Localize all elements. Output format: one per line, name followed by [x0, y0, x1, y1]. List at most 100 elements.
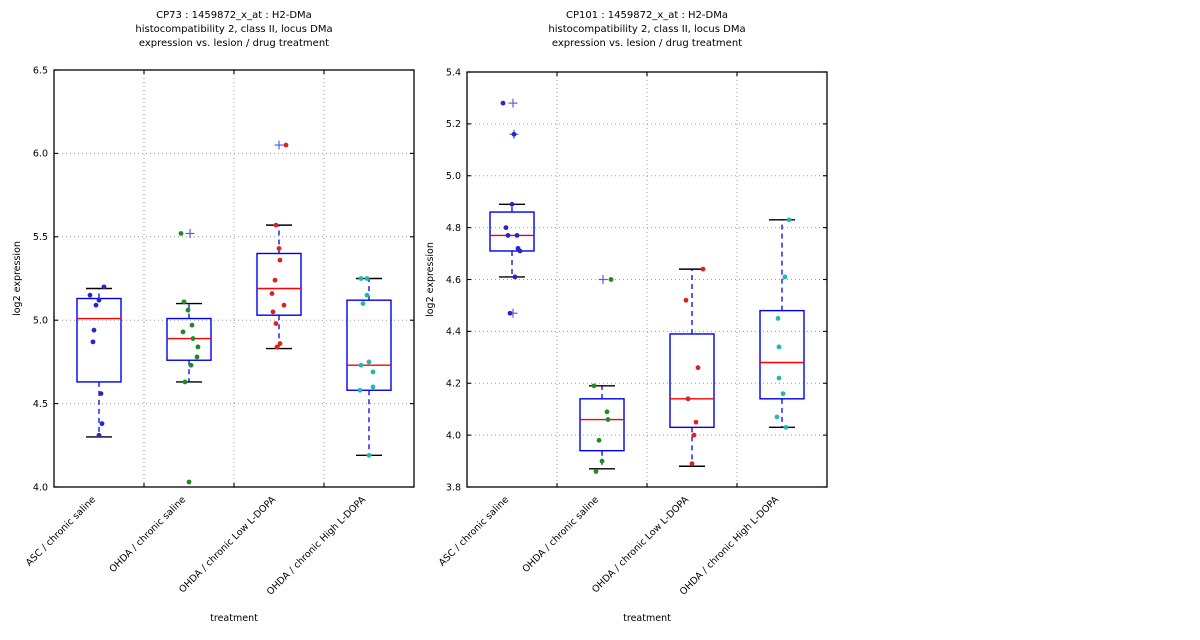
x-tick-label: OHDA / chronic saline — [520, 494, 601, 575]
box-group — [76, 284, 122, 438]
x-tick-label: OHDA / chronic saline — [107, 494, 188, 575]
y-axis-label: log2 expression — [12, 241, 23, 316]
data-point — [608, 277, 614, 282]
data-point — [274, 344, 280, 350]
data-point — [273, 222, 279, 228]
iqr-box — [166, 317, 212, 361]
data-point — [500, 100, 506, 106]
chart-title-line: expression vs. lesion / drug treatment — [139, 38, 329, 49]
data-point — [277, 341, 283, 346]
data-point — [366, 359, 372, 365]
data-point — [370, 384, 376, 390]
y-tick-label: 4.0 — [33, 482, 48, 493]
data-point — [185, 307, 191, 313]
data-point — [689, 461, 695, 467]
data-point — [182, 379, 188, 385]
x-axis-label: treatment — [623, 613, 671, 624]
data-point — [357, 387, 363, 393]
y-tick-label: 3.8 — [446, 482, 461, 493]
data-point — [101, 284, 107, 290]
data-point — [366, 452, 372, 458]
x-tick-label: OHDA / chronic High L-DOPA — [678, 494, 782, 598]
y-tick-label: 5.0 — [33, 316, 48, 327]
box-group — [759, 217, 805, 430]
iqr-box — [579, 398, 625, 452]
y-axis-label: log2 expression — [425, 242, 436, 317]
y-tick-label: 5.4 — [446, 67, 461, 78]
data-point — [700, 266, 706, 272]
data-point — [507, 310, 513, 316]
data-point — [683, 297, 689, 303]
chart-title-line: histocompatibility 2, class II, locus DM… — [135, 24, 332, 35]
data-point — [776, 375, 782, 381]
data-point — [693, 419, 699, 425]
data-point — [517, 248, 523, 254]
y-tick-label: 4.6 — [446, 275, 461, 286]
iqr-box — [759, 309, 805, 400]
chart-title-line: CP101 : 1459872_x_at : H2-DMa — [566, 10, 728, 21]
data-point — [358, 362, 364, 368]
data-point — [188, 362, 194, 368]
data-point — [195, 344, 201, 350]
data-point — [87, 292, 93, 298]
y-tick-label: 4.2 — [446, 379, 461, 390]
box-group — [256, 140, 302, 350]
y-tick-label: 4.5 — [33, 399, 48, 410]
data-point — [283, 142, 289, 148]
box-group — [346, 276, 392, 458]
data-point — [91, 327, 97, 333]
x-tick-label: OHDA / chronic Low L-DOPA — [590, 494, 691, 595]
data-point — [276, 246, 282, 251]
data-point — [782, 274, 788, 280]
data-point — [685, 396, 691, 402]
data-point — [364, 292, 370, 298]
x-tick-label: OHDA / chronic High L-DOPA — [265, 494, 369, 598]
y-tick-label: 5.5 — [33, 232, 48, 243]
data-point — [194, 354, 200, 360]
x-tick-label: ASC / chronic saline — [437, 494, 511, 568]
y-tick-label: 6.5 — [33, 65, 48, 76]
iqr-box — [489, 211, 535, 252]
data-point — [774, 414, 780, 420]
chart-title-line: expression vs. lesion / drug treatment — [552, 38, 742, 49]
data-point — [596, 437, 602, 443]
x-axis-label: treatment — [210, 613, 258, 624]
data-point — [96, 432, 102, 438]
x-tick-label: ASC / chronic saline — [24, 494, 98, 568]
y-tick-label: 6.0 — [33, 149, 48, 160]
data-point — [783, 424, 789, 430]
data-point — [514, 233, 520, 238]
data-point — [370, 369, 376, 375]
chart-title-line: histocompatibility 2, class II, locus DM… — [548, 24, 745, 35]
y-tick-label: 4.0 — [446, 430, 461, 441]
y-tick-label: 4.8 — [446, 223, 461, 234]
data-point — [599, 458, 605, 464]
data-point — [604, 409, 610, 415]
data-point — [277, 257, 283, 263]
y-tick-label: 5.2 — [446, 119, 461, 130]
data-point — [776, 344, 782, 350]
x-tick-label: OHDA / chronic Low L-DOPA — [177, 494, 278, 595]
data-point — [605, 417, 611, 422]
box-group — [489, 98, 535, 318]
chart-title-line: CP73 : 1459872_x_at : H2-DMa — [156, 10, 312, 21]
y-tick-label: 5.0 — [446, 171, 461, 182]
iqr-box — [669, 333, 715, 429]
data-point — [269, 291, 275, 296]
iqr-box — [256, 252, 302, 316]
data-point — [503, 225, 509, 231]
box-group — [166, 228, 212, 485]
data-point — [90, 339, 96, 345]
data-point — [186, 479, 192, 485]
y-tick-label: 4.4 — [446, 327, 461, 338]
data-point — [178, 231, 184, 236]
data-point — [358, 276, 364, 281]
data-point — [775, 316, 781, 321]
data-point — [96, 297, 102, 303]
data-point — [509, 201, 515, 207]
data-point — [591, 383, 597, 389]
data-point — [364, 276, 370, 281]
data-point — [360, 301, 366, 306]
